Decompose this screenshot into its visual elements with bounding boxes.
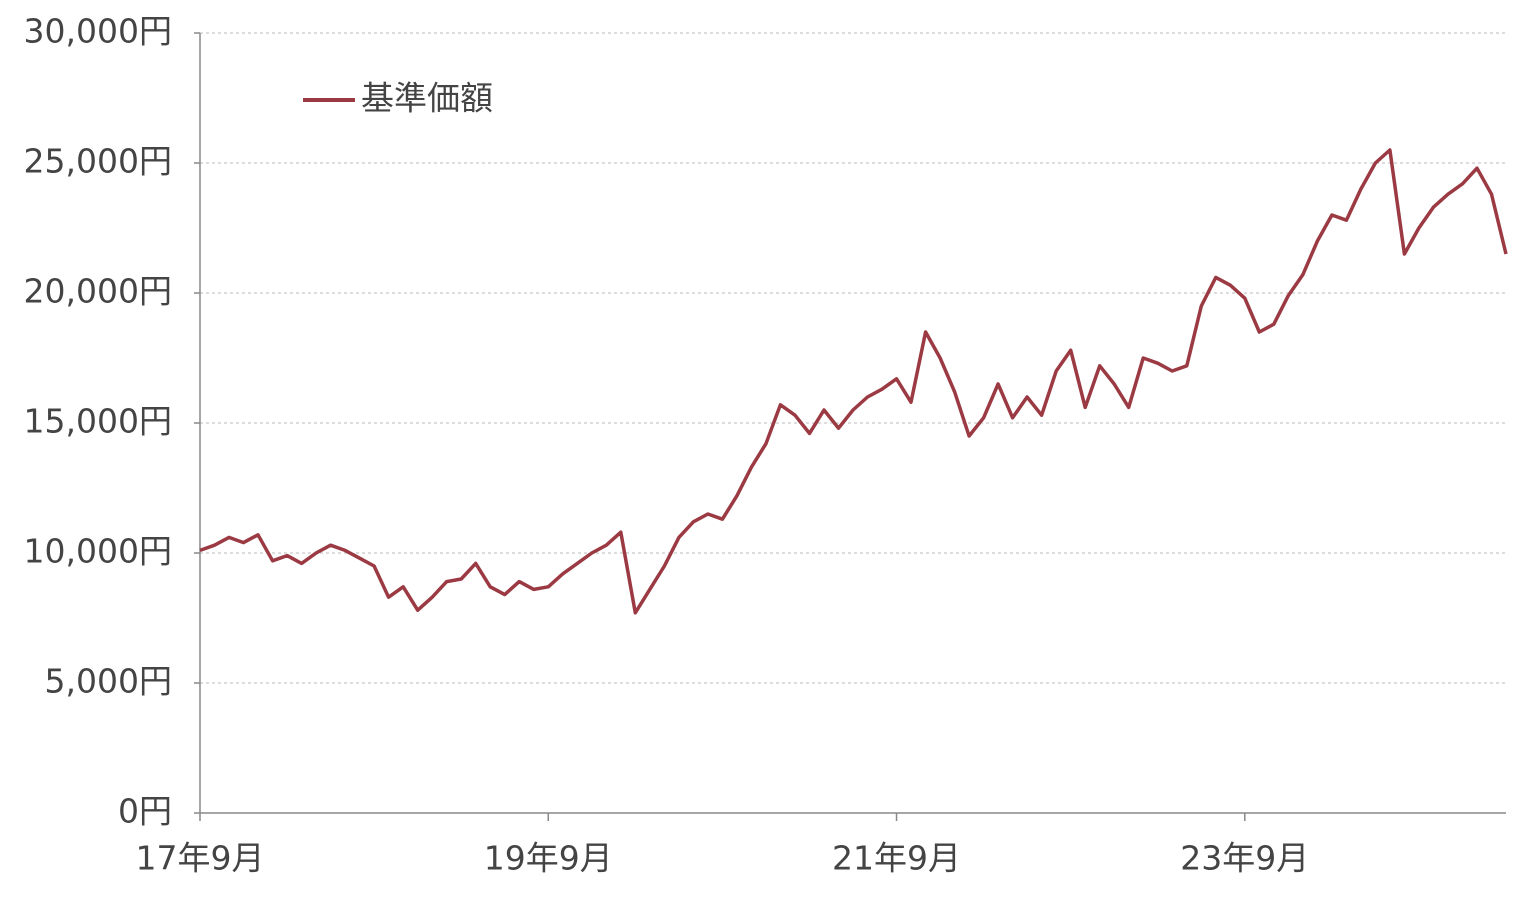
x-tick-label: 19年9月 [484,839,613,878]
line [199,148,1508,615]
x-tick-label: 17年9月 [136,839,265,878]
y-tick-label: 5,000円 [45,662,172,701]
y-tick-label: 25,000円 [24,142,172,181]
legend-label: 基準価額 [361,79,493,118]
y-tick-label: 30,000円 [24,12,172,51]
y-tick-label: 15,000円 [24,402,172,441]
y-tick-label: 20,000円 [24,272,172,311]
x-tick-label: 23年9月 [1180,839,1309,878]
y-tick-label: 10,000円 [24,532,172,571]
x-tick-label: 21年9月 [832,839,961,878]
y-tick-label: 0円 [118,792,172,831]
